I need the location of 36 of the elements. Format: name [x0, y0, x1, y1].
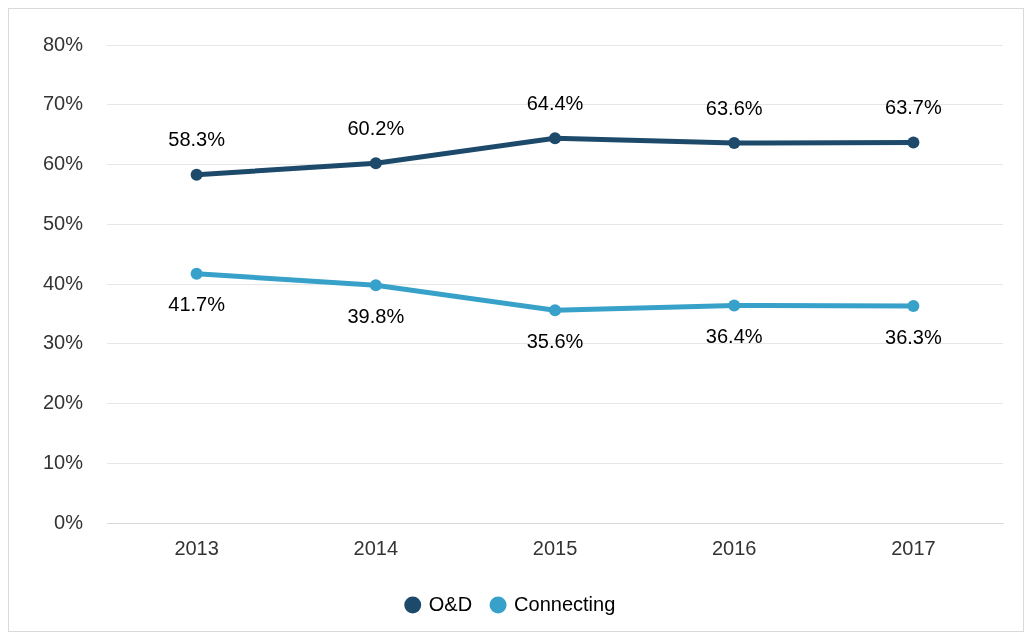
- point: [907, 136, 920, 149]
- point: [190, 267, 203, 280]
- point: [728, 136, 741, 149]
- data-label: 41.7%: [168, 293, 226, 316]
- point: [728, 299, 741, 312]
- y-tick-label: 0%: [54, 510, 84, 533]
- data-label: 36.3%: [885, 325, 942, 348]
- x-tick-label: 2014: [353, 536, 399, 559]
- data-label: 35.6%: [526, 329, 584, 352]
- data-label: 39.8%: [347, 304, 405, 327]
- y-tick-label: 10%: [43, 450, 84, 473]
- legend-label: Connecting: [514, 592, 616, 615]
- data-label: 63.7%: [885, 95, 942, 118]
- y-tick-label: 50%: [43, 211, 84, 234]
- x-tick-label: 2016: [711, 536, 757, 559]
- y-tick-label: 70%: [43, 92, 84, 115]
- x-tick-label: 2015: [532, 536, 578, 559]
- point: [907, 300, 920, 313]
- y-tick-label: 20%: [43, 391, 84, 414]
- point: [190, 168, 203, 181]
- data-label: 36.4%: [705, 325, 763, 348]
- point: [549, 132, 562, 145]
- y-tick-label: 40%: [43, 271, 84, 294]
- data-label: 60.2%: [347, 116, 405, 139]
- data-label: 64.4%: [526, 91, 584, 114]
- point: [549, 304, 562, 317]
- point: [369, 279, 382, 292]
- y-tick-label: 30%: [43, 331, 84, 354]
- data-label: 63.6%: [705, 96, 763, 119]
- y-tick-label: 60%: [43, 152, 84, 175]
- y-tick-label: 80%: [43, 32, 84, 55]
- x-tick-label: 2013: [174, 536, 219, 559]
- legend-label: O&D: [428, 592, 473, 615]
- data-label: 58.3%: [168, 128, 226, 151]
- x-tick-label: 2017: [891, 536, 936, 559]
- point: [369, 157, 382, 170]
